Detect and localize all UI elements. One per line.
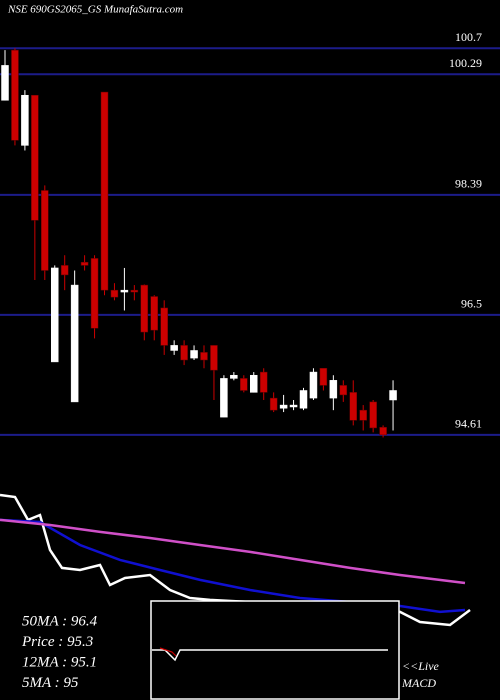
macd-label: <<Live: [402, 659, 440, 673]
y-tick-label: 100.7: [455, 30, 482, 44]
candle-body: [359, 409, 367, 421]
ma-line: [0, 518, 466, 614]
candle-body: [250, 374, 258, 393]
candle-body: [130, 289, 139, 293]
candle-body: [269, 397, 278, 411]
candle-body: [259, 371, 268, 393]
candle-body: [309, 371, 318, 399]
candle-body: [319, 368, 328, 386]
candle-body: [379, 427, 387, 436]
candle-body: [240, 378, 248, 391]
candle-body: [299, 390, 308, 409]
macd-box: [150, 600, 400, 700]
candle-body: [150, 296, 158, 331]
candle-body: [389, 390, 397, 401]
macd-signal: [159, 647, 177, 657]
candle-body: [110, 289, 119, 298]
macd-label: MACD: [401, 676, 436, 690]
candle-body: [230, 374, 238, 379]
candle-body: [120, 289, 129, 293]
ma-label: 12MA : 95.1: [22, 654, 97, 670]
candle-body: [21, 94, 29, 146]
candle-body: [80, 261, 89, 266]
y-tick-label: 94.61: [455, 417, 482, 431]
ma-label: 50MA : 96.4: [22, 613, 98, 629]
candle-body: [180, 345, 188, 361]
candle-body: [100, 91, 109, 291]
ma-label: Price : 95.3: [21, 634, 93, 650]
candle-body: [51, 267, 59, 363]
candle-body: [339, 385, 348, 396]
candle-body: [220, 378, 228, 418]
candle-body: [369, 401, 377, 429]
candle-body: [289, 404, 298, 408]
ma-label: 5MA : 95: [22, 675, 79, 691]
candle-body: [1, 65, 9, 101]
candle-body: [70, 284, 79, 403]
candle-body: [90, 258, 99, 329]
candle-body: [279, 404, 288, 409]
candle-body: [200, 352, 208, 361]
candle-body: [140, 284, 149, 333]
y-tick-label: 98.39: [455, 177, 482, 191]
candle-body: [41, 190, 49, 271]
candle-body: [60, 265, 69, 276]
candle-body: [11, 49, 19, 141]
candle-body: [190, 350, 198, 359]
candle-body: [160, 307, 168, 346]
y-tick-label: 100.29: [449, 56, 482, 70]
ma-line: [0, 518, 466, 585]
macd-line: [152, 649, 388, 662]
candle-body: [170, 345, 178, 351]
candle-body: [329, 380, 338, 399]
y-tick-label: 96.5: [461, 297, 482, 311]
candle-body: [210, 345, 218, 371]
candle-body: [31, 94, 39, 221]
chart-title: NSE 690GS2065_GS MunafaSutra.com: [7, 4, 183, 16]
candle-body: [349, 392, 357, 421]
